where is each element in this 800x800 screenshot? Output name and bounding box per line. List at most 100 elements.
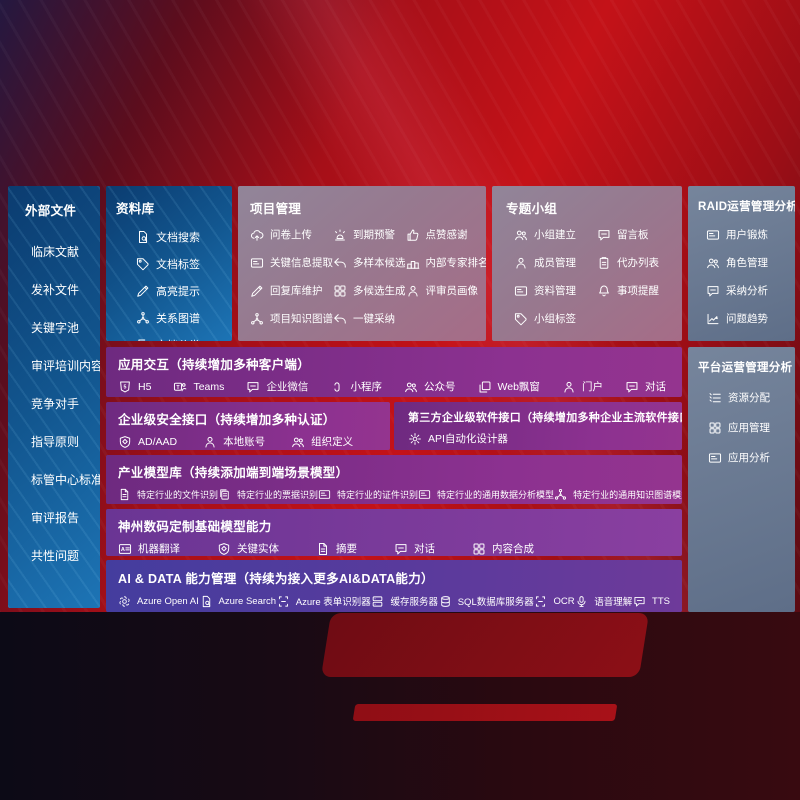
multi-candidate-generate-item[interactable]: 多候选生成 [333,283,406,298]
key-info-extract-icon [250,256,264,270]
item-label: 本地账号 [223,436,266,448]
azure-openai-icon [118,595,131,608]
message-board-item[interactable]: 留言板 [597,227,676,242]
user-training-item[interactable]: 用户锻炼 [706,227,793,242]
raid-item-list: 用户锻炼角色管理采纳分析问题趋势 [698,227,793,326]
app-analysis-item[interactable]: 应用分析 [708,450,793,465]
key-info-extract-item[interactable]: 关键信息提取 [250,255,333,270]
industry-certificate-recognition-item[interactable]: 特定行业的证件识别 [318,488,418,501]
speech-understanding-item[interactable]: 语音理解 [575,594,632,608]
miniprogram-item[interactable]: 小程序 [330,379,382,394]
item-label: 语音理解 [594,597,633,608]
org-define-item[interactable]: 组织定义 [291,434,353,449]
expert-ranking-item[interactable]: 内部专家排名 [406,255,486,270]
industry-data-analysis-model-item[interactable]: 特定行业的通用数据分析模型 [418,488,554,501]
azure-form-recognizer-item[interactable]: Azure 表单识别器 [277,594,371,608]
resource-allocation-item[interactable]: 资源分配 [708,390,793,405]
sidebar-item[interactable]: 指导原则 [31,435,80,449]
panel-title: 外部文件 [25,204,77,218]
industry-knowledge-graph-model-item[interactable]: 特定行业的通用知识图谱模型 [554,488,682,501]
item-label: Azure Search [218,595,277,607]
azure-form-recognizer-icon [277,595,290,608]
item-label: 高亮提示 [156,286,200,298]
local-account-item[interactable]: 本地账号 [203,434,265,449]
sidebar-item[interactable]: 发补文件 [31,283,80,297]
doc-search-item[interactable]: 文档搜索 [136,229,228,245]
group-tag-item[interactable]: 小组标签 [514,311,597,326]
cache-server-item[interactable]: 缓存服务器 [371,594,438,608]
industry-file-recognition-item[interactable]: 特定行业的文件识别 [118,488,218,501]
band-security-interface: 企业级安全接口（持续增加多种认证） AD/AAD 本地账号 组织定义 [106,402,390,450]
app-manage-item[interactable]: 应用管理 [708,420,793,435]
machine-translation-item[interactable]: 机器翻译 [118,541,180,556]
item-label: TTS [652,595,670,607]
key-entity-item[interactable]: 关键实体 [217,541,279,556]
sidebar-item[interactable]: 标管中心标准 [31,473,100,487]
sidebar-item[interactable]: 临床文献 [31,245,80,259]
doc-tag-item[interactable]: 文档标签 [136,256,228,272]
tts-item[interactable]: TTS [633,595,670,608]
reply-library-item[interactable]: 回复库维护 [250,283,333,298]
due-warning-item[interactable]: 到期预警 [333,227,406,242]
issue-trend-icon [706,312,720,326]
item-label: 问题趋势 [726,313,768,325]
item-label: 资料管理 [534,285,576,297]
item-label: H5 [138,380,152,393]
miniprogram-icon [330,380,344,394]
project-knowledge-graph-item[interactable]: 项目知识图谱 [250,311,333,326]
questionnaire-upload-item[interactable]: 问卷上传 [250,227,333,242]
content-compose-item[interactable]: 内容合成 [472,541,534,556]
summary-item[interactable]: 摘要 [316,541,357,556]
industry-receipt-recognition-item[interactable]: 特定行业的票据识别 [218,488,318,501]
azure-openai-item[interactable]: Azure Open AI [118,595,199,608]
one-click-adopt-item[interactable]: 一键采纳 [333,311,406,326]
issue-trend-item[interactable]: 问题趋势 [706,311,793,326]
adoption-analysis-item[interactable]: 采纳分析 [706,283,793,298]
role-manage-item[interactable]: 角色管理 [706,255,793,270]
item-label: SQL数据库服务器 [457,597,534,608]
item-label: 事项提醒 [616,285,659,297]
sidebar-item[interactable]: 关键字池 [31,321,80,335]
item-label: 文档分类 [156,337,200,341]
h5-item[interactable]: H5 [118,380,151,394]
api-designer-item[interactable]: API自动化设计器 [408,431,508,446]
doc-category-item[interactable]: 文档分类 [136,337,228,341]
local-account-icon [203,435,217,449]
like-thanks-item[interactable]: 点赞感谢 [406,227,487,242]
item-label: 小组建立 [534,229,576,241]
item-label: 组织定义 [311,436,354,448]
dialog-item[interactable]: 对话 [394,541,435,556]
portal-item[interactable]: 门户 [562,379,603,394]
panel-title: 平台运营管理分析 [698,362,793,374]
highlight-item[interactable]: 高亮提示 [136,283,228,299]
sidebar-item[interactable]: 审评报告 [31,511,80,525]
item-label: 点赞感谢 [425,229,468,241]
member-manage-item[interactable]: 成员管理 [514,255,597,270]
doc-category-icon [136,338,150,341]
like-thanks-icon [406,228,420,242]
sidebar-item[interactable]: 审评培训内容 [31,359,100,373]
reviewer-profile-item[interactable]: 评审员画像 [406,283,487,298]
panel-title: 资料库 [116,202,155,216]
web-popup-item[interactable]: Web飘窗 [478,379,540,394]
panel-project-management: 项目管理 问卷上传 到期预警 点赞感谢 关键信息提取 多样本候选 内部专家排名 回复库维护 多… [238,186,486,341]
sidebar-item[interactable]: 共性问题 [31,549,80,563]
group-create-item[interactable]: 小组建立 [514,227,597,242]
multi-sample-candidate-item[interactable]: 多样本候选 [333,255,406,270]
ad-aad-item[interactable]: AD/AAD [118,435,177,449]
matter-remind-item[interactable]: 事项提醒 [597,283,676,298]
azure-search-item[interactable]: Azure Search [200,595,277,608]
api-designer-icon [408,432,422,446]
ocr-item[interactable]: OCR [534,595,575,608]
sidebar-item[interactable]: 竞争对手 [31,397,80,411]
relation-graph-item[interactable]: 关系图谱 [136,310,228,326]
official-account-item[interactable]: 公众号 [404,379,456,394]
todo-list-item[interactable]: 代办列表 [597,255,676,270]
sql-database-server-item[interactable]: SQL数据库服务器 [439,594,534,608]
group-tag-icon [514,312,528,326]
teams-item[interactable]: Teams [173,380,224,394]
material-manage-item[interactable]: 资料管理 [514,283,597,298]
item-label: 文档标签 [156,259,200,271]
dialog-item[interactable]: 对话 [625,379,666,394]
wechat-work-item[interactable]: 企业微信 [246,379,308,394]
